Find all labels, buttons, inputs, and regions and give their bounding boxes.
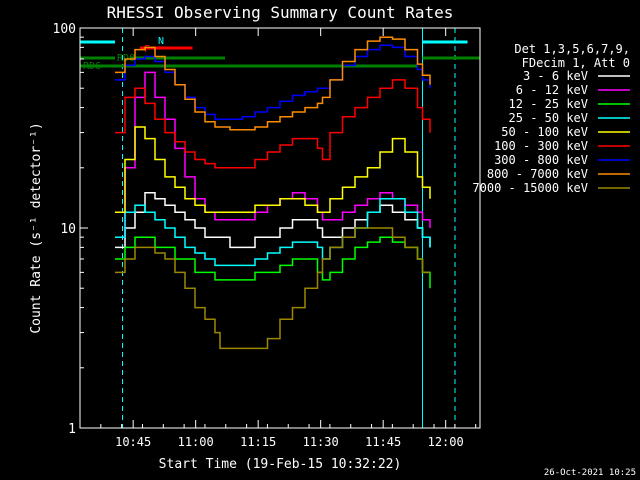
series-line-5 bbox=[115, 79, 431, 169]
legend-label-5: 100 - 300 keV bbox=[494, 139, 588, 153]
legend-label-2: 12 - 25 keV bbox=[509, 97, 588, 111]
series-line-8 bbox=[115, 227, 430, 350]
series-layer bbox=[115, 36, 431, 350]
series-line-2 bbox=[115, 236, 431, 289]
annotation-rd6: RD6 bbox=[83, 61, 101, 72]
series-line-3 bbox=[115, 198, 431, 267]
y-tick-label-0: 1 bbox=[68, 422, 76, 437]
legend-label-7: 800 - 7000 keV bbox=[487, 167, 588, 181]
x-tick-label-5: 12:00 bbox=[428, 435, 464, 449]
x-axis-label: Start Time (19-Feb-15 10:32:22) bbox=[159, 457, 402, 472]
y-axis-label: Count Rate (s⁻¹ detector⁻¹) bbox=[29, 122, 44, 333]
x-tick-label-3: 11:30 bbox=[303, 435, 339, 449]
series-line-7 bbox=[115, 36, 431, 131]
x-ticks: 10:45 11:00 11:15 11:30 11:45 12:00 bbox=[79, 28, 477, 449]
series-line-4 bbox=[115, 126, 431, 213]
x-tick-label-0: 10:45 bbox=[115, 435, 151, 449]
x-tick-label-2: 11:15 bbox=[240, 435, 276, 449]
y-ticks: 1 10 100 bbox=[53, 22, 88, 437]
legend-label-1: 6 - 12 keV bbox=[516, 83, 588, 97]
x-tick-label-4: 11:45 bbox=[365, 435, 401, 449]
legend-header-1: Det 1,3,5,6,7,9, bbox=[514, 42, 630, 56]
series-line-1 bbox=[115, 71, 431, 238]
legend-label-4: 50 - 100 keV bbox=[501, 125, 588, 139]
series-line-0 bbox=[115, 192, 431, 249]
legend-label-6: 300 - 800 keV bbox=[494, 153, 588, 167]
legend-label-3: 25 - 50 keV bbox=[509, 111, 588, 125]
legend-label-0: 3 - 6 keV bbox=[523, 69, 588, 83]
y-tick-label-2: 100 bbox=[53, 22, 76, 37]
annotation-f: F bbox=[144, 44, 150, 55]
y-tick-label-1: 10 bbox=[60, 222, 76, 237]
chart-title: RHESSI Observing Summary Count Rates bbox=[107, 3, 454, 22]
annotation-n: N bbox=[158, 36, 164, 47]
legend: Det 1,3,5,6,7,9, FDecim 1, Att 0 3 - 6 k… bbox=[472, 42, 630, 195]
legend-header-2: FDecim 1, Att 0 bbox=[522, 56, 630, 70]
x-tick-label-1: 11:00 bbox=[178, 435, 214, 449]
footer-date: 26-Oct-2021 10:25 bbox=[544, 468, 636, 478]
legend-label-8: 7000 - 15000 keV bbox=[472, 181, 588, 195]
